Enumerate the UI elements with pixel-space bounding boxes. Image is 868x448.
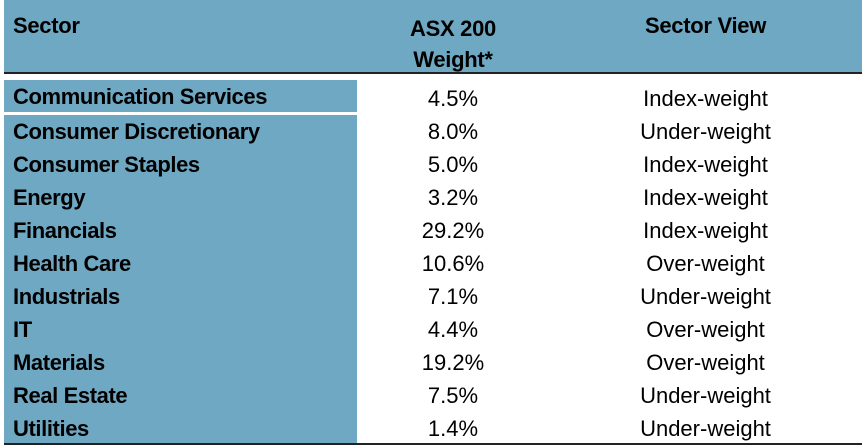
table-row: Materials 19.2% Over-weight — [4, 346, 862, 379]
view-cell: Under-weight — [640, 416, 771, 441]
table-row: Consumer Staples 5.0% Index-weight — [4, 148, 862, 181]
weight-cell: 7.5% — [427, 383, 479, 408]
weight-cell: 4.5% — [427, 86, 479, 111]
view-cell: Index-weight — [643, 152, 768, 177]
sector-cell: Financials — [4, 214, 357, 247]
weight-cell: 10.6% — [421, 251, 485, 276]
table-row: Industrials 7.1% Under-weight — [4, 280, 862, 313]
table-header: Sector ASX 200 Weight* Sector View — [4, 0, 862, 72]
header-rule — [4, 72, 862, 74]
weight-cell: 4.4% — [427, 317, 479, 342]
view-cell: Over-weight — [646, 317, 765, 342]
view-cell: Over-weight — [646, 251, 765, 276]
table-row: Real Estate 7.5% Under-weight — [4, 379, 862, 412]
header-sector-view: Sector View — [644, 13, 767, 38]
weight-cell: 3.2% — [427, 185, 479, 210]
sector-cell: Utilities — [4, 412, 357, 445]
header-weight-line1: ASX 200 — [410, 16, 496, 41]
header-asx200-weight: ASX 200 Weight* — [358, 13, 548, 75]
sector-cell: IT — [4, 313, 357, 346]
sector-cell: Consumer Staples — [4, 148, 357, 181]
weight-cell: 19.2% — [421, 350, 485, 375]
weight-cell: 5.0% — [427, 152, 479, 177]
view-cell: Index-weight — [643, 218, 768, 243]
sector-cell: Industrials — [4, 280, 357, 313]
sector-cell: Materials — [4, 346, 357, 379]
bottom-rule — [4, 443, 862, 445]
header-weight-line2: Weight* — [413, 47, 493, 72]
table-row: Health Care 10.6% Over-weight — [4, 247, 862, 280]
table-row: Utilities 1.4% Under-weight — [4, 412, 862, 445]
weight-cell: 8.0% — [427, 119, 479, 144]
view-cell: Over-weight — [646, 350, 765, 375]
sector-cell: Health Care — [4, 247, 357, 280]
table-row: Communication Services 4.5% Index-weight — [4, 80, 862, 115]
table-body: Communication Services 4.5% Index-weight Co… — [4, 80, 862, 445]
weight-cell: 29.2% — [421, 218, 485, 243]
sector-cell: Communication Services — [4, 80, 357, 112]
view-cell: Index-weight — [643, 86, 768, 111]
table-row: Energy 3.2% Index-weight — [4, 181, 862, 214]
weight-cell: 7.1% — [427, 284, 479, 309]
sector-cell: Consumer Discretionary — [4, 115, 357, 148]
view-cell: Under-weight — [640, 119, 771, 144]
view-cell: Under-weight — [640, 284, 771, 309]
weight-cell: 1.4% — [427, 416, 479, 441]
header-sector: Sector — [13, 13, 80, 38]
view-cell: Under-weight — [640, 383, 771, 408]
view-cell: Index-weight — [643, 185, 768, 210]
sector-cell: Real Estate — [4, 379, 357, 412]
table-row: Consumer Discretionary 8.0% Under-weight — [4, 115, 862, 148]
table-row: Financials 29.2% Index-weight — [4, 214, 862, 247]
table-row: IT 4.4% Over-weight — [4, 313, 862, 346]
sector-cell: Energy — [4, 181, 357, 214]
